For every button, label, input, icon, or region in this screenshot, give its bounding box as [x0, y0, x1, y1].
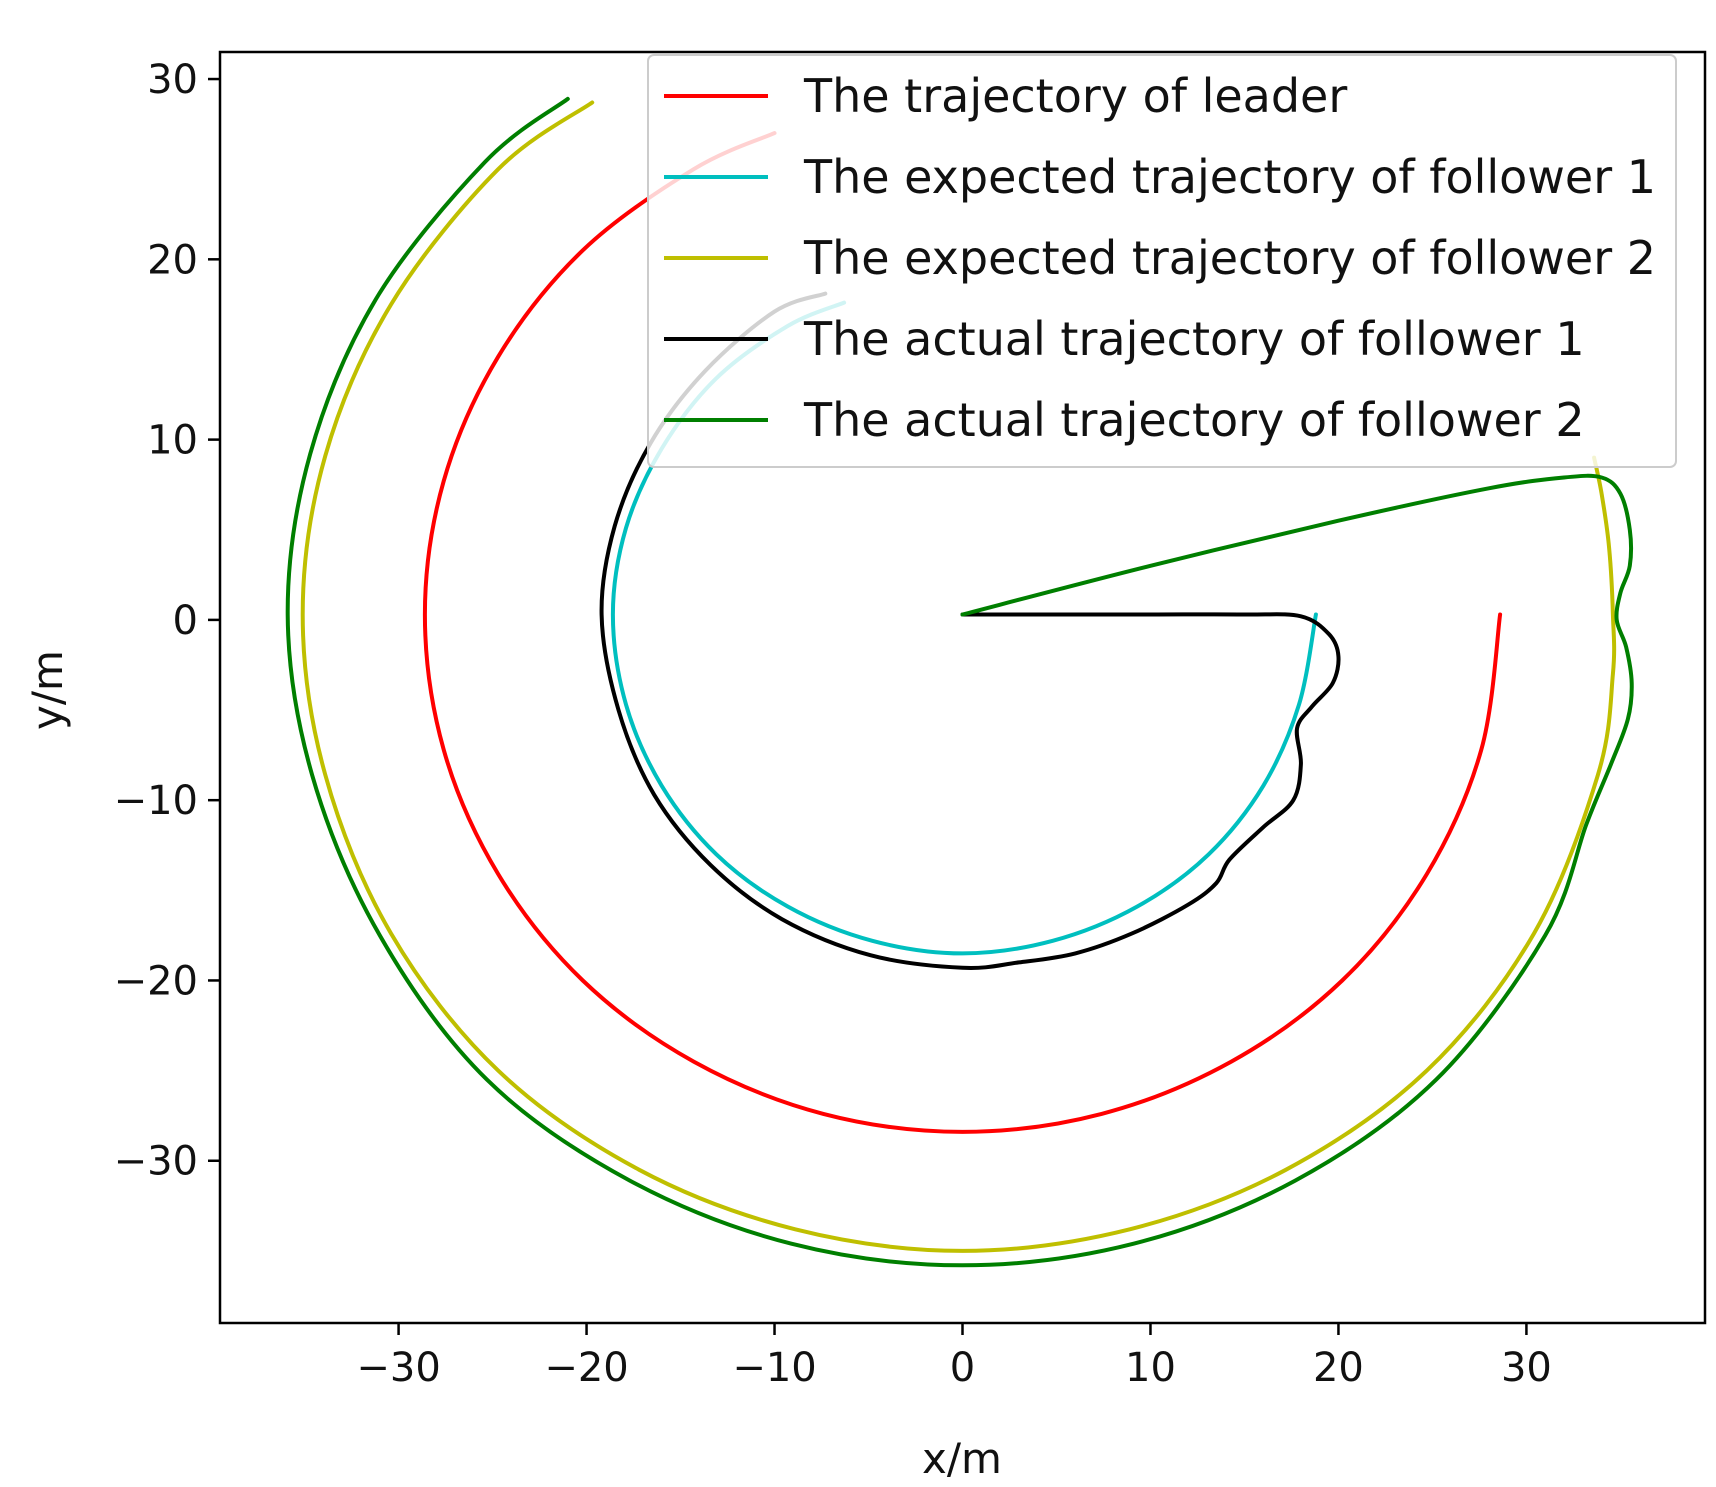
legend-entry-label: The trajectory of leader [803, 69, 1347, 123]
x-tick-label: −30 [356, 1345, 440, 1391]
legend-entry-label: The actual trajectory of follower 1 [803, 312, 1585, 366]
series-line-1 [422, 131, 1503, 1134]
series-layer [285, 96, 1634, 1268]
y-tick-label: 30 [147, 57, 198, 103]
x-tick-label: 0 [950, 1345, 975, 1391]
series-line-5 [285, 96, 1634, 1268]
x-axis: −30 −20 −10 0 10 20 30 [356, 1323, 1552, 1391]
y-tick-label: 20 [147, 237, 198, 283]
x-axis-label: x/m [922, 1434, 1002, 1483]
x-tick-label: 20 [1313, 1345, 1364, 1391]
series-line-4 [599, 291, 1341, 971]
y-tick-label: 0 [173, 598, 198, 644]
legend-entry-label: The actual trajectory of follower 2 [803, 393, 1585, 447]
x-tick-label: 10 [1125, 1345, 1176, 1391]
y-tick-label: −20 [114, 958, 198, 1004]
y-tick-label: −30 [114, 1139, 198, 1185]
x-tick-label: −10 [732, 1345, 816, 1391]
x-tick-label: −20 [544, 1345, 628, 1391]
series-line-3 [300, 100, 1617, 1253]
legend-entry-label: The expected trajectory of follower 1 [803, 150, 1656, 204]
legend-box [647, 54, 1677, 468]
y-axis: −30 −20 −10 0 10 20 30 [114, 57, 220, 1185]
y-axis-label: y/m [23, 650, 72, 730]
legend: The trajectory of leader The expected tra… [647, 54, 1677, 468]
y-tick-label: −10 [114, 778, 198, 824]
x-tick-label: 30 [1501, 1345, 1552, 1391]
legend-entry-label: The expected trajectory of follower 2 [803, 231, 1656, 285]
y-tick-label: 10 [147, 418, 198, 464]
